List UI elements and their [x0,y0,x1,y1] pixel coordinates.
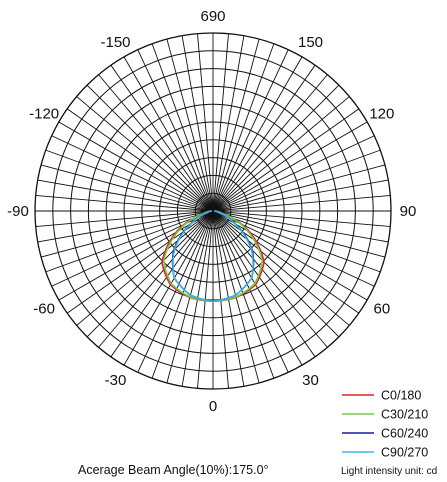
grid-spoke [212,210,386,258]
grid-spoke [58,121,214,212]
grid-spoke [40,164,214,212]
grid-spoke [212,96,350,212]
grid-spoke [212,210,303,366]
angle-label: -150 [100,34,130,51]
grid-spoke [212,43,275,212]
angle-label: 60 [374,301,391,318]
angle-label: 120 [369,106,394,123]
grid-spoke [66,108,214,212]
grid-spoke [212,135,375,212]
angle-label: 30 [302,372,319,389]
grid-spoke [123,56,214,212]
grid-spoke [212,164,386,212]
angle-label: 0 [209,398,217,415]
grid-spoke [66,210,214,314]
angle-label: 150 [298,34,323,51]
angle-label: -60 [33,301,55,318]
grid-spoke [45,210,214,273]
grid-spoke [212,210,328,348]
grid-spoke [212,49,289,212]
legend-label: C0/180 [381,389,421,403]
grid-spoke [212,121,368,212]
grid-spoke [212,210,350,326]
legend: C0/180 C30/210 C60/240 C90/270 [342,389,428,460]
series-curves [161,210,265,303]
grid-spoke [58,210,214,301]
grid-spoke [212,74,328,212]
grid-spoke [212,149,381,212]
grid-spoke [212,210,340,338]
grid-spoke [51,135,214,212]
grid-spoke [212,210,391,227]
angle-label: -90 [7,203,29,220]
grid-spoke [212,210,360,314]
angle-label: -120 [29,106,59,123]
grid-spoke [110,64,214,212]
grid-spoke [212,84,340,212]
grid-spoke [86,210,214,338]
grid-spoke [123,210,214,366]
grid-spoke [98,74,214,212]
grid-spoke [37,179,214,212]
grid-spoke [76,210,214,326]
grid-spoke [137,49,214,212]
grid-spoke [212,56,303,212]
grid-spoke [212,210,316,358]
grid-spoke [212,210,289,373]
grid-spoke [137,210,214,373]
grid-spoke [212,33,229,212]
angle-label: -30 [105,372,127,389]
legend-label: C60/240 [381,427,428,441]
angle-label: 690 [200,8,225,25]
angle-labels: 0 30 60 90 120 150 690 -150 -120 -90 -60 -30 [7,8,416,415]
grid-spoke [151,210,214,379]
unit-text: Light intensity unit: cd [341,466,437,477]
grid-spoke [35,195,214,212]
grid-spoke [212,35,245,212]
grid-spoke [37,210,214,243]
legend-label: C30/210 [381,408,428,422]
grid-spoke [166,38,214,212]
grid-spoke [40,210,214,258]
grid-spoke [212,64,316,212]
grid-spoke [212,210,368,301]
grid-spoke [212,195,391,212]
polar-grid [34,32,392,390]
grid-spoke [110,210,214,358]
angle-label: 90 [400,203,417,220]
grid-spoke [98,210,214,348]
grid-spoke [212,210,275,379]
series-curve-C90-270 [172,210,254,303]
grid-spoke [181,35,214,212]
grid-spoke [35,210,214,227]
grid-spoke [151,43,214,212]
grid-spoke [76,96,214,212]
beam-angle-text: Acerage Beam Angle(10%):175.0° [78,463,269,477]
grid-spoke [197,33,214,212]
grid-spoke [45,149,214,212]
legend-label: C90/270 [381,446,428,460]
grid-spoke [86,84,214,212]
grid-spoke [212,210,381,273]
grid-spoke [212,108,360,212]
grid-spoke [212,38,260,212]
grid-spoke [212,179,389,212]
grid-spoke [212,210,389,243]
